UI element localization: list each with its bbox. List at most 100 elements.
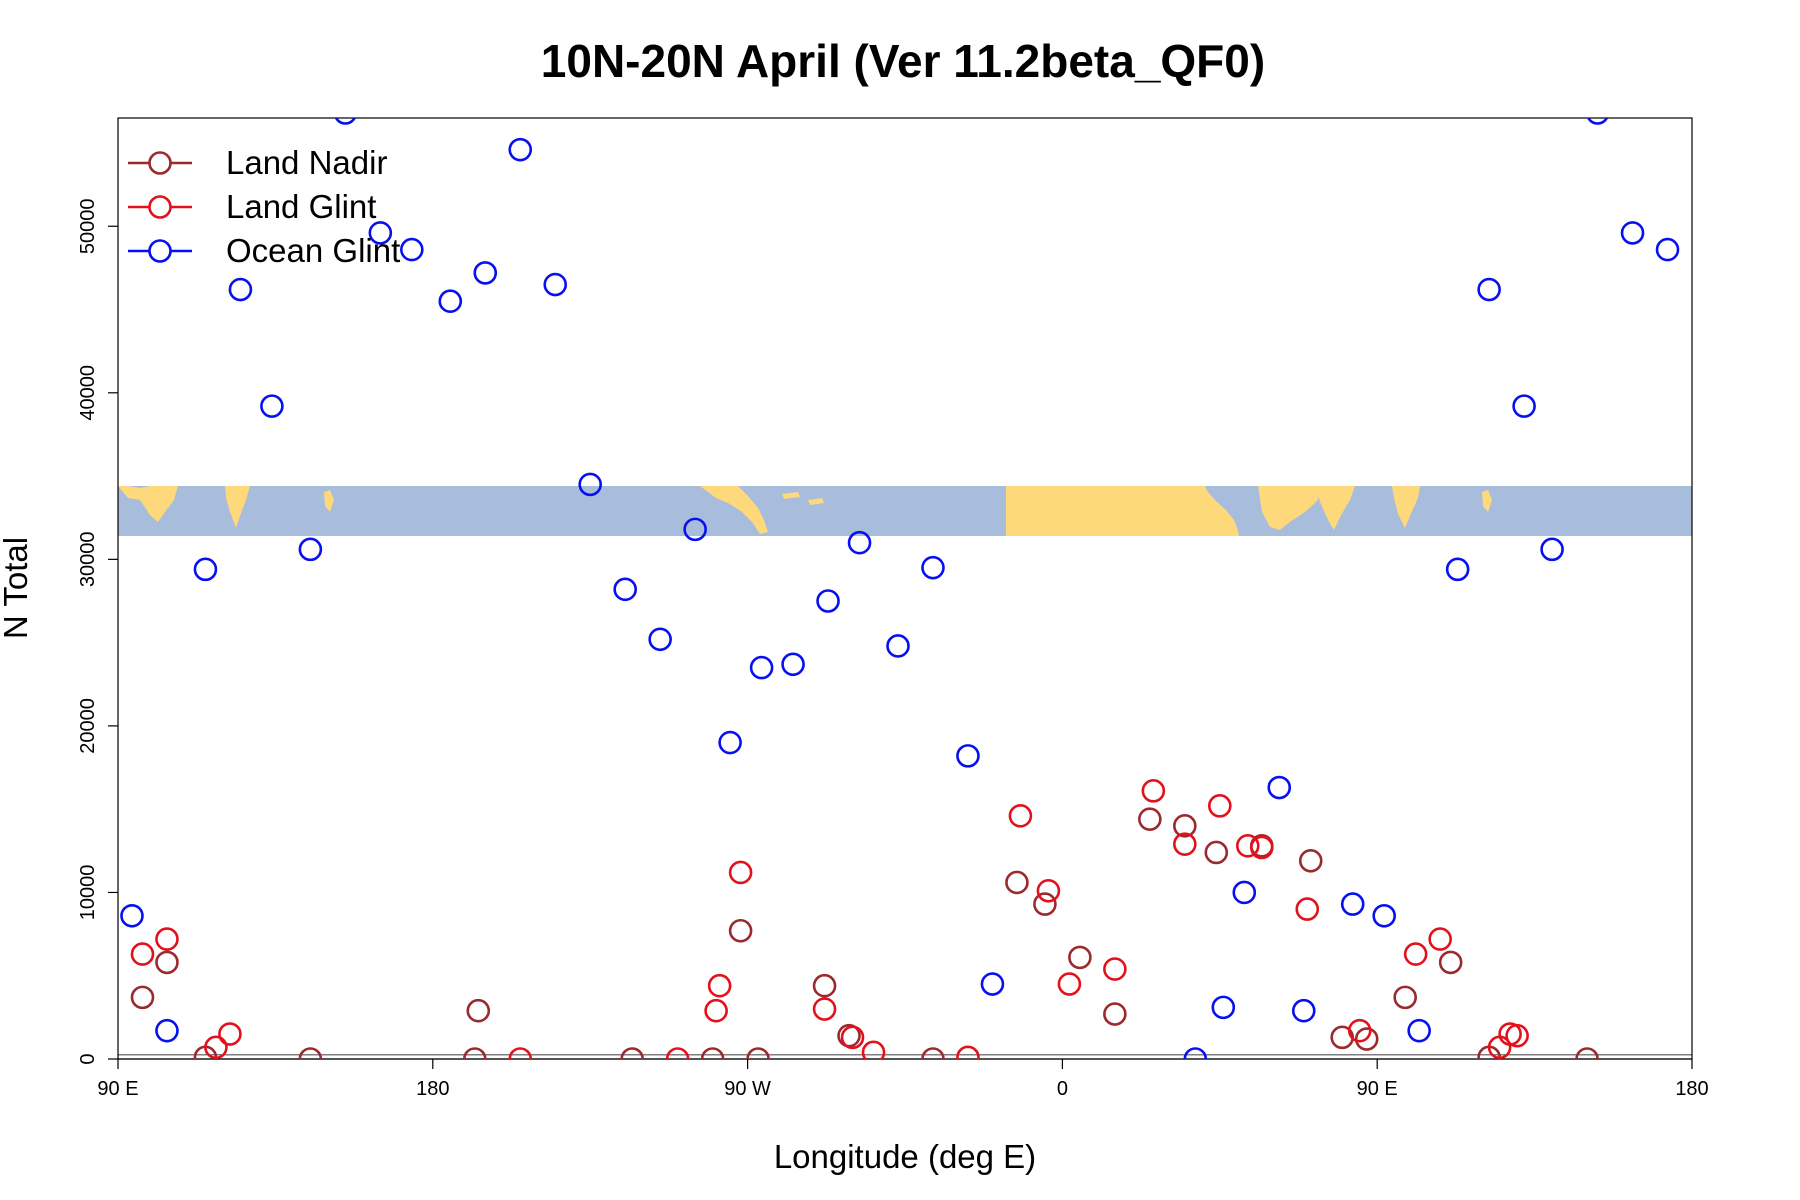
data-point-ocean-glint-34 [1445,557,1470,582]
data-point-land-glint-0 [130,942,155,966]
data-point-ocean-glint-36 [1512,394,1536,418]
data-point-land-nadir-7 [466,998,491,1023]
x-axis-label: Longitude (deg E) [774,1138,1036,1175]
data-point-land-glint-16 [1103,957,1127,981]
data-points [120,118,1680,1059]
y-tick-label-2: 20000 [77,698,99,754]
map-land-indochina-left [225,486,250,528]
data-point-ocean-glint-15 [648,627,672,652]
data-point-land-glint-20 [1235,834,1260,858]
y-tick-label-0: 0 [77,1053,99,1064]
data-point-land-nadir-24 [1393,985,1417,1010]
series-land-nadir [130,807,1599,1059]
data-point-land-nadir-19 [1204,840,1229,865]
data-point-ocean-glint-37 [1540,537,1564,562]
data-point-ocean-glint-3 [228,277,253,302]
map-land-india-right [1316,486,1355,530]
data-point-ocean-glint-35 [1477,277,1501,302]
data-point-ocean-glint-40 [1655,237,1680,262]
data-point-land-glint-8 [728,860,753,885]
data-point-ocean-glint-19 [781,652,805,677]
data-point-land-nadir-18 [1173,814,1197,838]
data-point-land-glint-7 [707,973,732,998]
y-axis-label: N Total [0,537,34,639]
data-point-land-nadir-9 [812,973,837,998]
data-point-land-glint-5 [665,1047,690,1059]
data-point-land-glint-17 [1141,779,1166,803]
data-point-land-nadir-15 [1068,945,1092,970]
map-land-caribbean-2 [808,498,824,505]
plot-frame [117,117,1693,1060]
map-land-africa [1006,486,1239,536]
world-map-band [118,486,1692,536]
data-point-land-glint-2 [204,1035,228,1059]
data-point-land-glint-6 [704,998,728,1023]
data-point-land-glint-3 [218,1022,242,1046]
data-point-land-nadir-25 [1438,950,1463,975]
data-point-ocean-glint-14 [613,577,637,602]
data-point-ocean-glint-32 [1372,903,1396,928]
data-point-land-glint-4 [508,1047,533,1059]
data-point-ocean-glint-17 [718,730,742,755]
data-point-ocean-glint-22 [886,634,910,658]
data-point-ocean-glint-5 [298,537,323,562]
data-point-land-nadir-3 [298,1047,323,1059]
data-point-land-glint-15 [1057,972,1082,996]
data-point-ocean-glint-16 [683,517,707,542]
data-point-ocean-glint-2 [193,557,218,582]
map-land-india-left [118,486,178,522]
data-point-ocean-glint-11 [508,137,533,162]
x-tick-label-5: 180 [1675,1078,1708,1100]
y-tick-label-3: 30000 [77,532,99,588]
data-point-land-glint-22 [1295,897,1320,921]
data-point-ocean-glint-1 [155,1018,179,1043]
data-point-land-glint-11 [861,1040,886,1059]
data-point-land-nadir-16 [1103,1002,1127,1026]
data-point-land-nadir-1 [155,950,179,975]
data-point-land-nadir-5 [620,1047,644,1059]
data-point-land-glint-23 [1347,1018,1372,1043]
data-point-ocean-glint-8 [400,237,424,262]
data-point-ocean-glint-25 [980,972,1005,996]
data-point-ocean-glint-30 [1291,998,1316,1023]
map-land-philippines [324,490,334,512]
data-point-ocean-glint-39 [1620,221,1645,245]
data-point-land-nadir-27 [1575,1047,1599,1059]
data-point-land-nadir-10 [746,1047,770,1059]
data-point-ocean-glint-38 [1586,118,1609,125]
map-land-philippines-right [1482,490,1492,512]
data-point-land-glint-24 [1403,942,1428,966]
data-point-ocean-glint-18 [749,655,774,680]
data-point-land-glint-13 [1008,804,1033,828]
map-land-arabia [1258,486,1320,530]
map-ocean [118,486,1692,536]
data-point-land-nadir-21 [1298,849,1323,873]
data-point-land-nadir-13 [1005,870,1029,895]
y-tick-label-4: 40000 [77,365,99,421]
data-point-land-glint-1 [155,927,179,951]
series-ocean-glint [120,118,1680,1059]
data-point-ocean-glint-7 [368,221,393,245]
x-tick-label-2: 90 W [724,1078,771,1100]
data-point-land-glint-19 [1208,794,1232,818]
map-land-central-america [700,486,768,534]
data-point-land-nadir-4 [462,1047,487,1059]
legend-marker-land-glint [148,195,172,219]
data-point-ocean-glint-23 [921,555,945,580]
data-point-land-glint-28 [1505,1023,1529,1048]
data-point-ocean-glint-13 [578,472,603,497]
legend-marker-land-nadir [148,151,172,175]
chart-title: 10N-20N April (Ver 11.2beta_QF0) [541,35,1265,87]
data-point-ocean-glint-33 [1407,1018,1431,1043]
data-point-land-nadir-12 [921,1047,945,1059]
data-point-ocean-glint-20 [816,589,840,613]
data-point-land-nadir-8 [728,918,753,943]
data-point-land-glint-21 [1249,835,1274,860]
legend-marker-ocean-glint [148,239,172,263]
legend-label-ocean-glint: Ocean Glint [226,232,400,269]
x-tick-label-0: 90 E [97,1078,138,1100]
data-point-ocean-glint-29 [1267,775,1292,800]
data-point-land-glint-10 [840,1025,865,1050]
data-point-land-glint-12 [956,1045,980,1059]
